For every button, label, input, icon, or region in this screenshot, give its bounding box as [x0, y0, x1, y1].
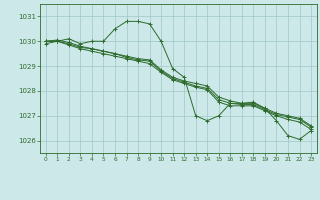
Text: Graphe pression niveau de la mer (hPa): Graphe pression niveau de la mer (hPa) [65, 184, 255, 193]
